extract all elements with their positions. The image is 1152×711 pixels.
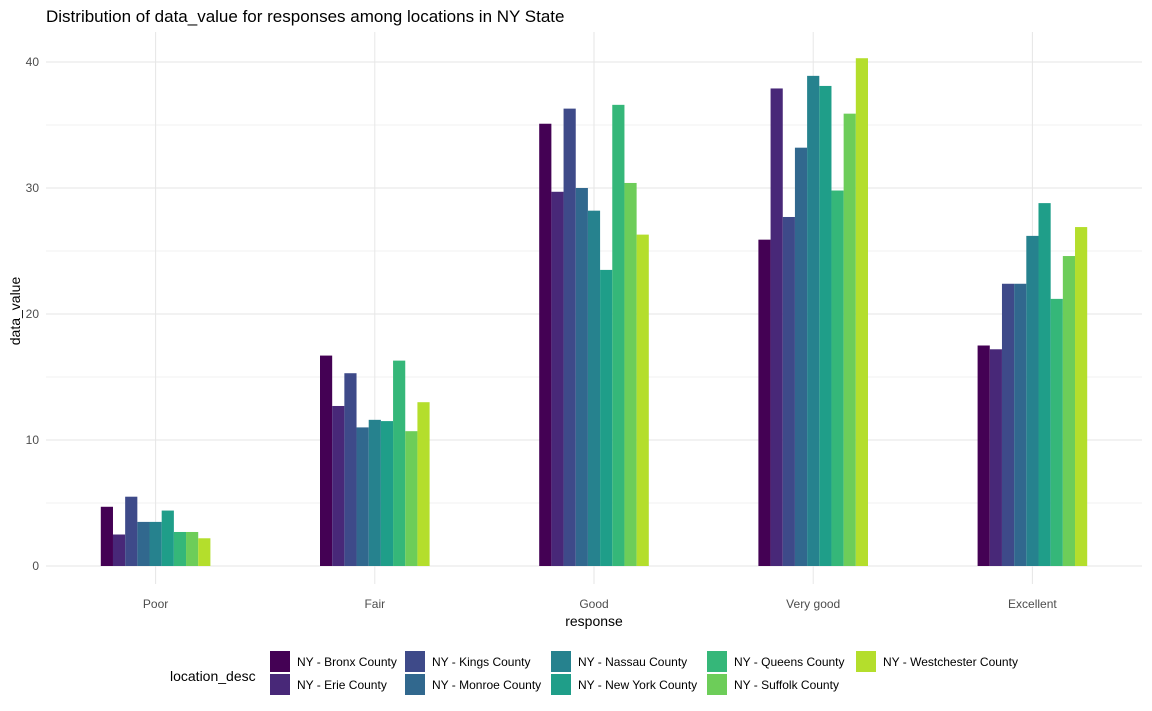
bar [137,521,150,566]
legend-swatch [551,674,571,695]
x-tick-label: Good [579,597,608,611]
y-tick-label: 30 [26,181,40,195]
legend-label: NY - New York County [578,678,697,692]
bars [100,58,1088,567]
bar [405,431,418,566]
y-axis-ticks: 0 10 20 30 40 [26,55,40,573]
bar [989,349,1002,566]
y-tick-label: 0 [32,559,39,573]
x-tick-label: Poor [143,597,168,611]
y-axis-title: data_value [7,277,23,346]
bar [320,355,333,566]
bar [125,496,138,566]
legend-swatch [270,674,290,695]
bar [186,531,199,566]
y-tick-label: 40 [26,55,40,69]
legend-label: NY - Nassau County [578,655,687,669]
x-tick-label: Very good [786,597,840,611]
y-tick-label: 10 [26,433,40,447]
bar [368,419,381,566]
bar [1001,283,1015,566]
legend-swatch [856,651,876,672]
y-tick-label: 20 [26,307,40,321]
legend-label: NY - Suffolk County [734,678,839,692]
bar [758,239,771,566]
legend-swatch [707,674,727,695]
bar [1050,298,1063,566]
bar [1038,203,1051,566]
bar [161,510,174,566]
bar [563,108,576,567]
legend-label: NY - Monroe County [432,678,541,692]
bar [393,360,406,566]
legend-swatch [707,651,727,672]
bar [380,421,394,566]
bar [575,188,588,566]
bar [1062,256,1076,566]
legend-label: NY - Erie County [297,678,387,692]
bar [356,427,369,566]
legend-label: NY - Kings County [432,655,531,669]
bar [149,521,162,566]
bar [1075,227,1088,566]
bar [977,345,990,566]
legend-swatch [551,651,571,672]
bar [794,147,808,566]
bar [770,88,783,567]
bar [636,234,649,566]
bar [843,113,856,566]
bar [417,402,430,566]
bar [198,538,211,566]
bar [855,58,868,566]
bar [782,216,795,567]
bar [332,405,345,566]
bar [539,123,552,567]
legend-label: NY - Westchester County [883,655,1018,669]
bar [831,190,844,566]
bar [1014,283,1027,566]
x-axis-title: response [565,613,623,629]
bar [807,75,820,567]
x-axis-ticks: Poor Fair Good Very good Excellent [143,597,1057,611]
bar [551,191,564,566]
legend-swatch [270,651,290,672]
chart-title: Distribution of data_value for responses… [46,7,564,26]
bar [819,85,832,566]
bar [624,182,637,566]
legend: location_desc NY - Bronx County NY - Erie… [170,651,1018,695]
legend-swatch [405,651,425,672]
bar [100,506,113,566]
x-tick-label: Fair [364,597,385,611]
bar [1026,235,1039,566]
bar [587,210,601,566]
legend-title: location_desc [170,668,256,684]
bar [112,534,126,566]
legend-label: NY - Bronx County [297,655,397,669]
bar [612,104,625,566]
x-tick-label: Excellent [1008,597,1057,611]
bar [344,373,357,566]
legend-swatch [405,674,425,695]
legend-label: NY - Queens County [734,655,845,669]
bar [600,269,613,566]
bar [173,531,187,566]
